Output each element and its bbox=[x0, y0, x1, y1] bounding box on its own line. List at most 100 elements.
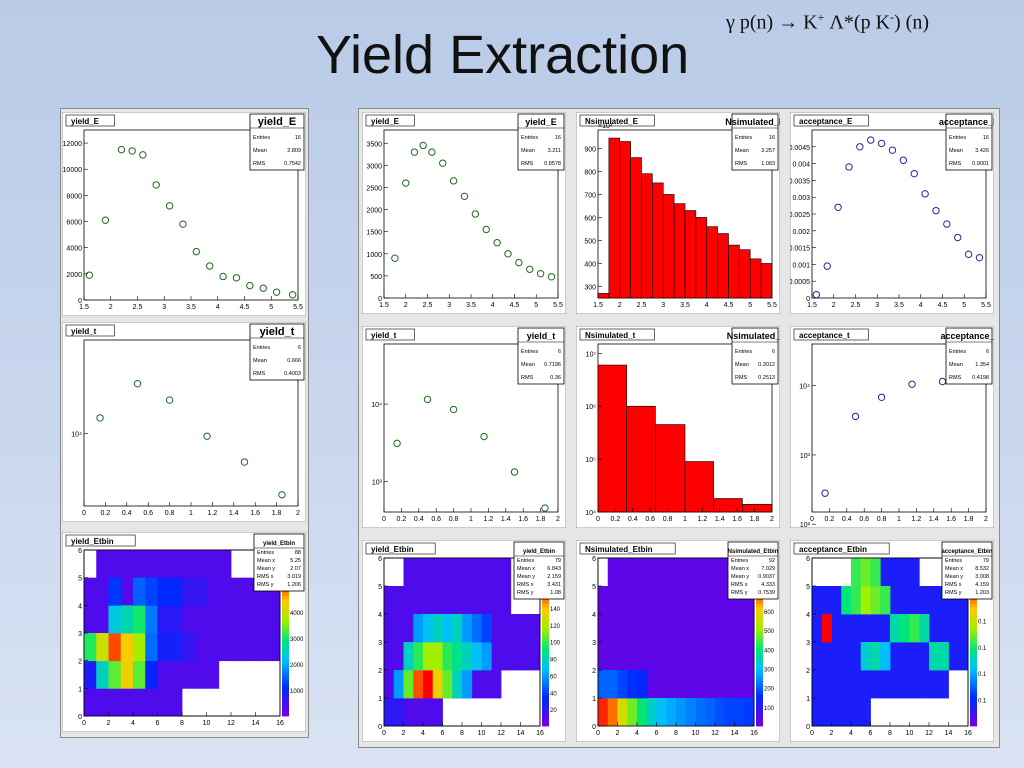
data-point bbox=[867, 136, 875, 144]
heatmap-cell bbox=[734, 586, 745, 615]
stats-label: Mean y bbox=[945, 574, 963, 580]
heatmap-cell bbox=[108, 633, 122, 662]
y-tick-label: 10⁴ bbox=[585, 510, 596, 517]
stats-value: 1.083 bbox=[761, 161, 775, 167]
palette-tick-label: 200 bbox=[764, 687, 775, 693]
heatmap-cell bbox=[890, 614, 901, 643]
palette-step bbox=[970, 691, 977, 695]
x-tick-label: 0.2 bbox=[397, 516, 407, 523]
panel-r_yield_t: yield_t 0 0.2 0.4 0.6 0.8 1 1.2 1.4 1.6 1.8 2 10³ 10⁴… bbox=[362, 326, 566, 528]
palette-step bbox=[756, 694, 763, 699]
name-tab-box bbox=[579, 114, 655, 127]
x-tick-label: 16 bbox=[750, 730, 758, 737]
x-tick-label: 3 bbox=[661, 302, 665, 309]
stats-value: 7.029 bbox=[761, 566, 775, 572]
palette-step bbox=[756, 673, 763, 678]
palette-step bbox=[970, 624, 977, 629]
heatmap-cell bbox=[646, 558, 657, 587]
panel-r_nsim_t: Nsimulated_t 0 0.2 0.4 0.6 0.8 1 1.2 1.4 1.6 1.8 2 1… bbox=[576, 326, 780, 528]
palette-step bbox=[970, 666, 977, 671]
heatmap-cell bbox=[403, 698, 414, 727]
heatmap-cell bbox=[870, 642, 881, 671]
data-point bbox=[85, 271, 94, 279]
heatmap-cell bbox=[598, 670, 609, 699]
stats-box: yield_E Entries 16 Mean 3.211 RMS 0.8578 bbox=[517, 113, 565, 171]
data-point bbox=[219, 272, 227, 281]
color-palette: 20406080100120140160 bbox=[542, 586, 561, 727]
heatmap-cell bbox=[656, 642, 667, 671]
y-tick-label: 3 bbox=[592, 640, 596, 647]
stats-box-frame bbox=[945, 113, 993, 171]
x-tick-label: 5.5 bbox=[981, 302, 991, 309]
palette-step bbox=[970, 684, 977, 688]
heatmap-cell bbox=[899, 670, 910, 699]
heatmap-cell bbox=[851, 558, 862, 587]
stats-value: 6 bbox=[298, 345, 301, 351]
data-point bbox=[845, 163, 853, 171]
palette-step bbox=[282, 705, 289, 710]
stats-label: Mean bbox=[735, 148, 749, 154]
stats-value: 0.4003 bbox=[284, 371, 301, 377]
panel-r_acc_t: acceptance_t 0 0.2 0.4 0.6 0.8 1 1.2 1.4 1.6 1.8 2 1… bbox=[790, 326, 994, 528]
palette-step bbox=[756, 687, 763, 692]
heatmap-cell bbox=[243, 633, 256, 662]
stats-value: 4.159 bbox=[975, 582, 989, 588]
y-tick-label: 3 bbox=[78, 631, 82, 638]
palette-step bbox=[970, 673, 977, 678]
reaction-formula: γ p(n) → K+ Λ*(p K-) (n) bbox=[726, 10, 929, 35]
histogram-bar bbox=[742, 503, 773, 513]
x-tick-label: 3.5 bbox=[680, 302, 690, 309]
x-tick-label: 1.8 bbox=[272, 510, 282, 517]
heatmap-cell bbox=[133, 660, 146, 689]
name-tab-box bbox=[365, 328, 415, 341]
data-point bbox=[393, 439, 401, 448]
heatmap-cell bbox=[705, 698, 716, 727]
y-tick-label: 6 bbox=[78, 548, 82, 555]
histogram-name: yield_E bbox=[71, 117, 100, 126]
histogram-name-tab: acceptance_t bbox=[793, 328, 869, 341]
palette-step bbox=[282, 591, 289, 596]
heatmap-cell bbox=[812, 642, 823, 671]
x-tick-label: 0 bbox=[82, 510, 86, 517]
palette-step bbox=[542, 684, 549, 688]
palette-tick-label: 20 bbox=[550, 708, 557, 714]
heatmap-cell bbox=[384, 642, 395, 671]
heatmap-cell bbox=[715, 642, 726, 671]
palette-step bbox=[282, 657, 289, 662]
y-tick-label: 10⁴ bbox=[799, 384, 810, 391]
y-tick-label: 0 bbox=[592, 724, 596, 731]
stats-value: 0.7542 bbox=[284, 161, 301, 167]
data-point bbox=[812, 290, 821, 299]
heatmap-cell bbox=[695, 642, 706, 671]
data-point bbox=[203, 432, 211, 440]
heatmap-cell bbox=[157, 660, 183, 689]
heatmap-cell bbox=[841, 614, 852, 643]
heatmap-cell bbox=[413, 642, 424, 671]
stats-value: 0.8578 bbox=[544, 161, 561, 167]
data-point bbox=[428, 148, 436, 156]
heatmap-cell bbox=[715, 586, 726, 615]
heatmap-cell bbox=[432, 698, 443, 727]
palette-step bbox=[282, 595, 289, 600]
heatmap-cell bbox=[442, 670, 453, 699]
data-point bbox=[165, 396, 174, 404]
palette-step bbox=[542, 663, 549, 667]
heatmap-cell bbox=[821, 614, 832, 643]
heatmap-cell bbox=[607, 642, 618, 671]
heatmap-cell bbox=[870, 670, 881, 699]
heatmap-cell bbox=[243, 577, 256, 606]
palette-step bbox=[970, 645, 977, 650]
stats-title: yield_E bbox=[525, 117, 557, 127]
data-point bbox=[402, 179, 410, 187]
x-tick-label: 0.8 bbox=[449, 516, 459, 523]
palette-step bbox=[542, 659, 549, 664]
histogram-name: Nsimulated_Etbin bbox=[585, 545, 653, 554]
heatmap-cell bbox=[919, 642, 930, 671]
stats-label: Mean bbox=[949, 148, 963, 154]
data-point bbox=[480, 432, 488, 441]
heatmap-cell bbox=[617, 698, 628, 727]
y-tick-label: 300 bbox=[584, 284, 596, 291]
heatmap-cell bbox=[724, 698, 735, 727]
heatmap-cell bbox=[182, 605, 195, 634]
stats-label: Mean x bbox=[945, 566, 963, 572]
